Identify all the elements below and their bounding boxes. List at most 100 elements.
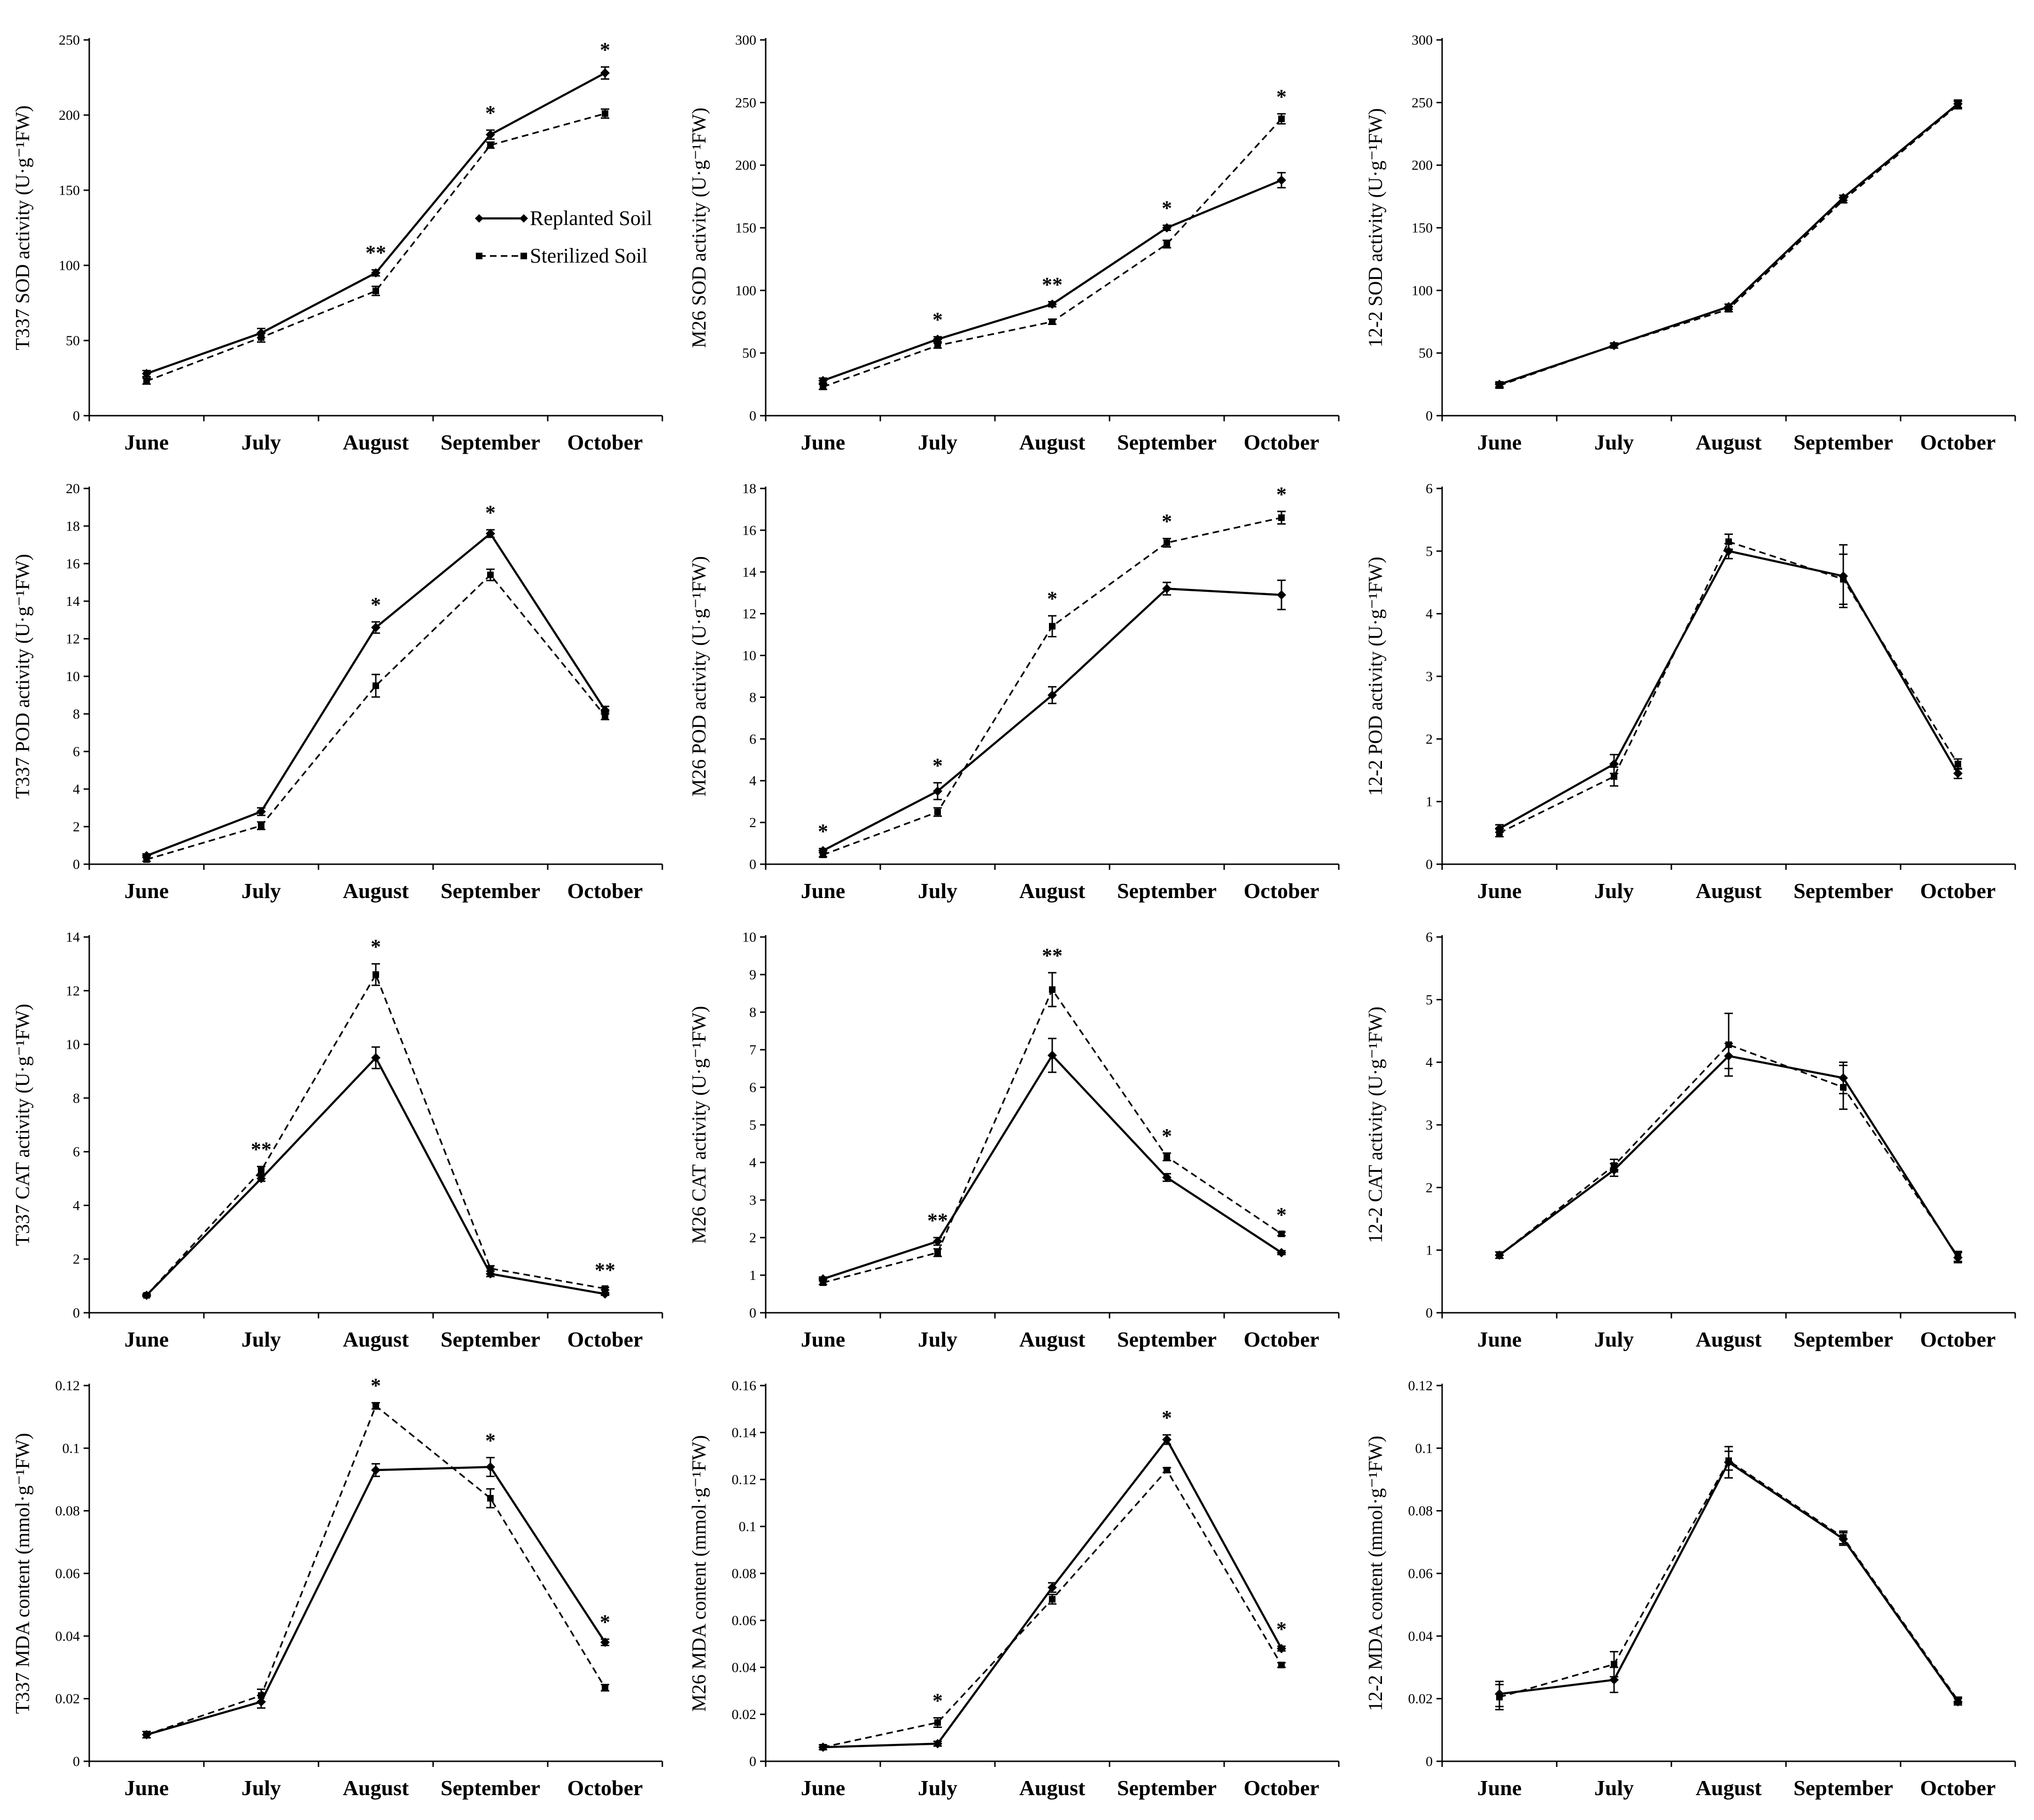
data-point-sterilized (1496, 1252, 1503, 1259)
series-line-replanted (823, 1053, 1282, 1280)
y-tick-label: 0 (749, 408, 756, 424)
significance-marker: * (600, 1611, 610, 1634)
x-tick-label: June (124, 1776, 169, 1800)
series-line-sterilized (1499, 104, 1959, 387)
y-tick-label: 150 (1412, 220, 1433, 236)
data-point-replanted (933, 786, 942, 796)
y-tick-label: 12 (66, 631, 80, 647)
data-point-replanted (371, 268, 380, 278)
x-tick-label: June (801, 1776, 846, 1800)
significance-marker: * (371, 1374, 381, 1397)
y-axis-label: M26 SOD activity (U·g⁻¹FW) (689, 108, 710, 348)
significance-marker: * (485, 1429, 496, 1452)
x-tick-label: July (1594, 1327, 1634, 1351)
y-tick-label: 0.12 (55, 1378, 80, 1394)
data-point-replanted (600, 1637, 610, 1647)
x-tick-label: July (241, 1776, 281, 1800)
x-tick-label: August (343, 1327, 409, 1351)
data-point-sterilized (1049, 623, 1056, 630)
data-point-sterilized (1955, 760, 1961, 767)
y-tick-label: 0 (73, 1754, 80, 1769)
x-tick-label: October (1244, 1776, 1320, 1800)
significance-marker: * (818, 820, 828, 843)
y-tick-label: 0 (1426, 1754, 1433, 1769)
data-point-replanted (1048, 299, 1057, 309)
data-point-sterilized (1955, 101, 1961, 108)
y-tick-label: 0 (73, 857, 80, 872)
data-point-sterilized (820, 1279, 826, 1286)
data-point-sterilized (373, 971, 379, 978)
series-line-sterilized (1498, 1044, 1959, 1257)
x-tick-label: July (241, 1327, 281, 1351)
series-line-replanted (1499, 1461, 1959, 1703)
x-tick-label: October (1244, 430, 1320, 454)
y-tick-label: 0.02 (55, 1691, 80, 1707)
y-axis-label: M26 POD activity (U·g⁻¹FW) (689, 556, 710, 797)
significance-marker: * (1276, 483, 1287, 506)
data-point-sterilized (602, 713, 608, 719)
y-tick-label: 2 (73, 819, 80, 835)
y-tick-label: 4 (73, 782, 80, 797)
data-point-replanted (1162, 1435, 1172, 1444)
data-point-sterilized (820, 852, 826, 858)
y-tick-label: 250 (1412, 95, 1433, 110)
data-point-replanted (1162, 223, 1172, 232)
data-point-sterilized (258, 1692, 264, 1699)
y-tick-label: 0 (73, 1305, 80, 1321)
data-point-sterilized (602, 110, 608, 117)
y-tick-label: 0.08 (1408, 1503, 1433, 1519)
x-tick-label: July (918, 879, 957, 903)
y-tick-label: 6 (749, 731, 756, 747)
x-tick-label: July (1594, 1776, 1634, 1800)
y-tick-label: 1 (1426, 1243, 1433, 1258)
data-point-sterilized (143, 378, 150, 385)
y-tick-label: 10 (66, 669, 80, 684)
x-tick-label: October (567, 430, 643, 454)
series-line-replanted (146, 1466, 606, 1736)
y-tick-label: 16 (66, 556, 80, 572)
y-tick-label: 0.12 (732, 1472, 757, 1487)
x-tick-label: September (1793, 1327, 1893, 1351)
series-line-sterilized (146, 972, 606, 1296)
y-tick-label: 0.16 (732, 1378, 757, 1394)
y-tick-label: 16 (742, 523, 756, 538)
y-tick-label: 2 (749, 1230, 756, 1246)
x-tick-label: July (241, 430, 281, 454)
data-point-replanted (1277, 1644, 1286, 1653)
series-line-replanted (146, 1056, 606, 1296)
x-tick-label: August (1696, 430, 1762, 454)
x-tick-label: September (1793, 879, 1893, 903)
data-point-sterilized (1496, 382, 1503, 389)
chart-panel: 0 0.02 0.04 0.06 0.08 0.1 0.12 June July August Se… (12, 1374, 663, 1800)
data-point-replanted (933, 1237, 942, 1246)
data-point-replanted (142, 369, 151, 379)
x-tick-label: October (1244, 1327, 1320, 1351)
y-tick-label: 14 (66, 929, 80, 945)
y-tick-label: 0 (73, 408, 80, 424)
y-axis-label: M26 MDA content (mmol·g⁻¹FW) (689, 1435, 710, 1712)
x-tick-label: June (801, 879, 846, 903)
y-tick-label: 8 (73, 706, 80, 722)
y-tick-label: 150 (735, 220, 756, 236)
data-point-replanted (933, 1739, 942, 1749)
series-line-sterilized (146, 1404, 606, 1735)
significance-marker: * (485, 101, 496, 124)
data-point-replanted (256, 1174, 266, 1184)
y-tick-label: 4 (1426, 606, 1433, 622)
y-tick-label: 6 (73, 744, 80, 759)
data-point-sterilized (258, 822, 264, 829)
significance-marker: * (1276, 85, 1287, 108)
data-point-replanted (1048, 690, 1057, 700)
y-tick-label: 14 (742, 565, 756, 580)
chart-panel: 0 2 4 6 8 10 12 14 June July August September Octobe… (12, 929, 663, 1351)
y-tick-label: 50 (66, 333, 80, 349)
significance-marker: * (1276, 1203, 1287, 1226)
y-tick-label: 0.1 (62, 1441, 80, 1456)
y-tick-label: 12 (66, 983, 80, 999)
data-point-replanted (1609, 759, 1619, 769)
y-tick-label: 0 (1426, 408, 1433, 424)
y-axis-label: M26 CAT activity (U·g⁻¹FW) (689, 1006, 710, 1244)
y-axis-label: T337 POD activity (U·g⁻¹FW) (12, 554, 34, 798)
significance-marker: ** (595, 1259, 615, 1282)
chart-panel: 0 1 2 3 4 5 6 June July August September October 12-… (1365, 481, 2016, 903)
